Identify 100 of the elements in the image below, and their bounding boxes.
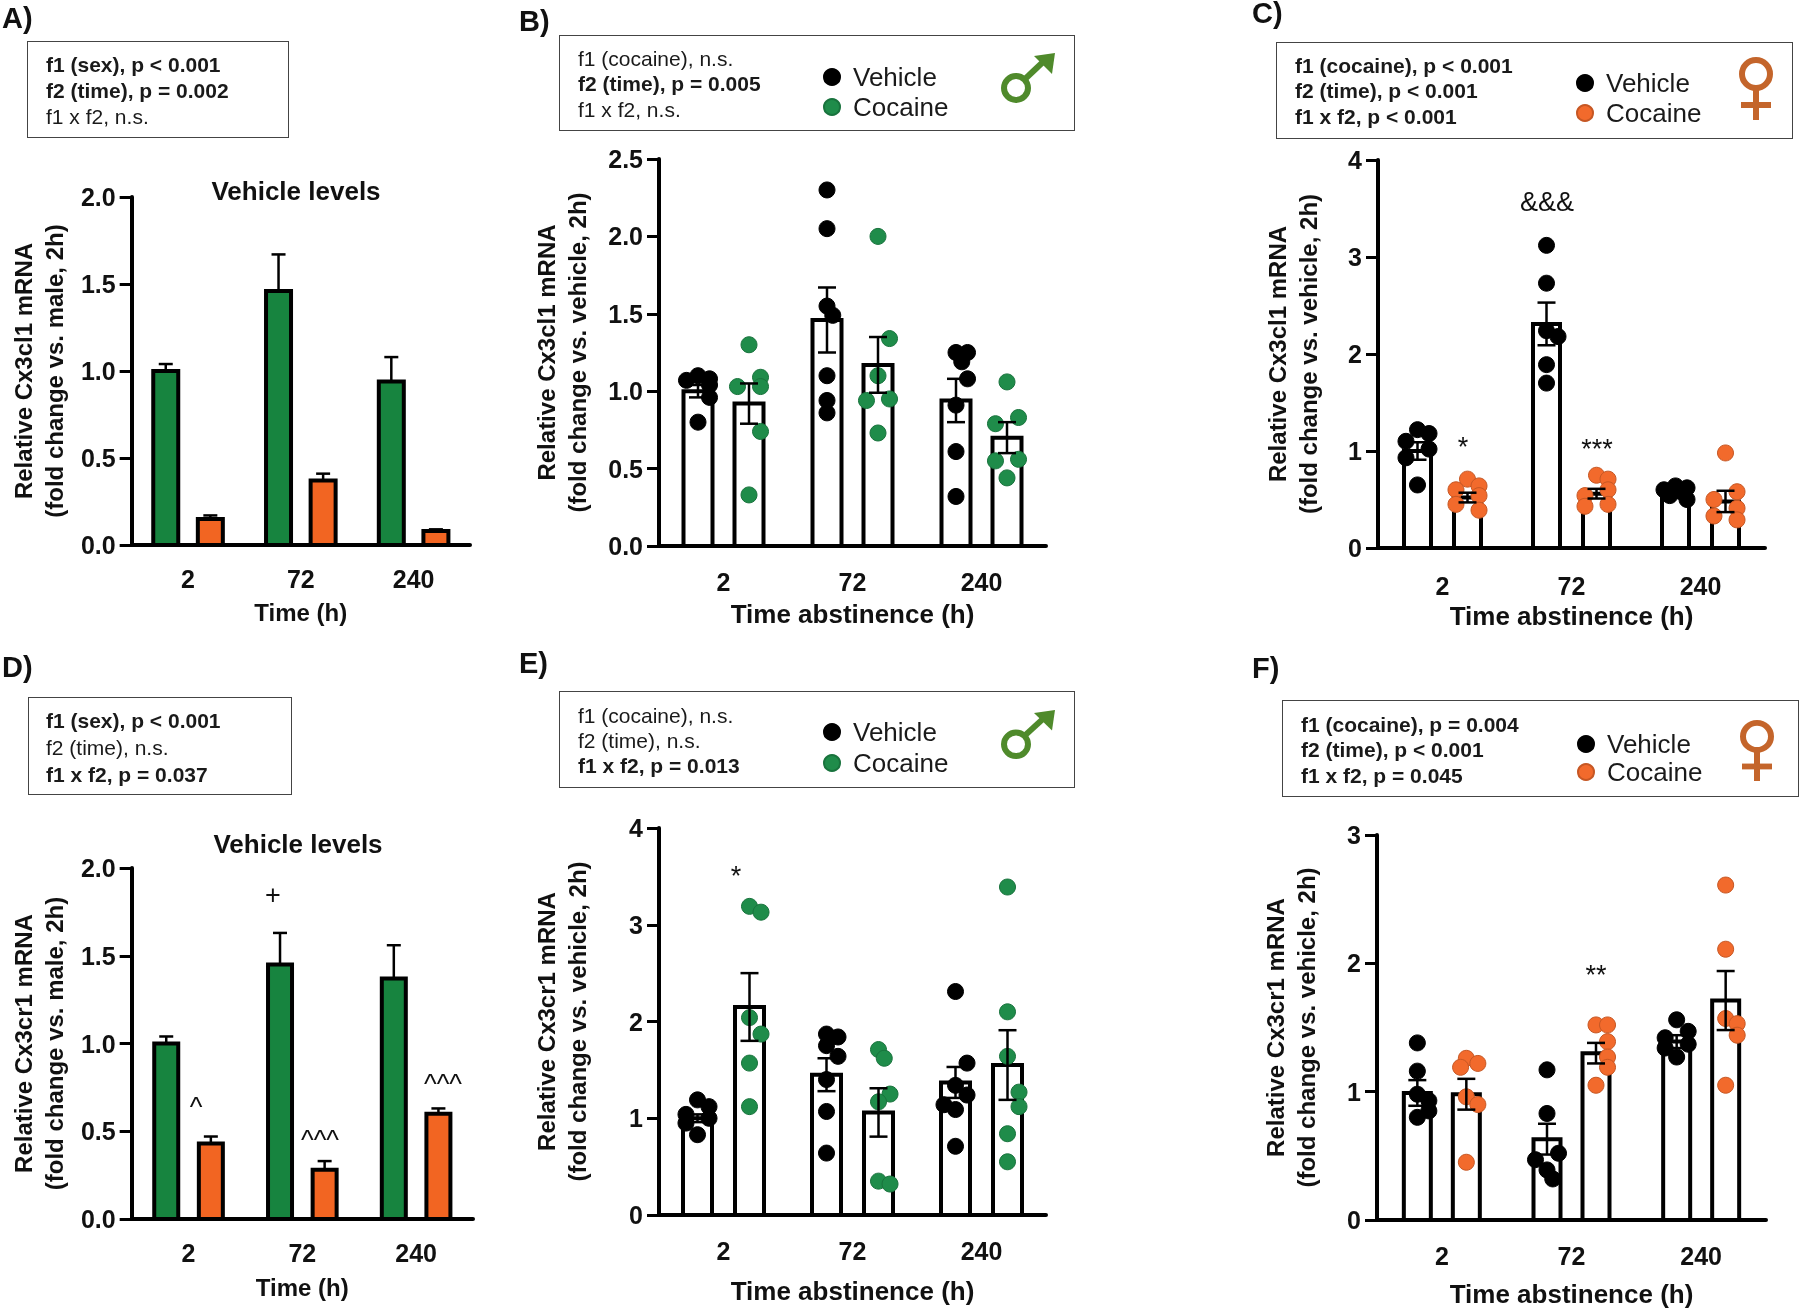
x-tick-label: 2 (716, 567, 731, 596)
annotation: ^^^ (423, 1069, 463, 1099)
x-tick-label: 2 (181, 1238, 196, 1267)
y-tick-label: 0.0 (608, 532, 643, 560)
text: D) (2, 651, 33, 683)
y-tick-label: 2.0 (80, 854, 116, 882)
x-tick-label: 72 (1557, 1241, 1586, 1270)
x-axis-title: Time abstinence (h) (730, 1276, 975, 1306)
text: f1 (sex), p < 0.001 (46, 708, 221, 732)
y-tick-label: 0.5 (80, 444, 116, 472)
text: f1 (cocaine), p = 0.004 (1301, 712, 1519, 736)
annotation: ** (1585, 960, 1607, 990)
x-tick-label: 2 (1434, 1241, 1449, 1270)
y-axis-title: Relative Cx3cl1 mRNA (fold change vs. male, 2h) (10, 224, 68, 518)
y-tick-label: 1.5 (80, 941, 116, 970)
x-tick-label: 72 (838, 567, 867, 596)
x-tick-label: 240 (395, 1238, 437, 1267)
text: f1 (cocaine), n.s. (578, 703, 734, 727)
y-tick-label: 4 (629, 814, 644, 842)
y-tick-label: 1.5 (608, 299, 644, 328)
y-axis-title: Relative Cx3cl1 mRNA (fold change vs. vehicle, 2h) (533, 192, 591, 513)
text: f1 x f2, p = 0.037 (46, 762, 208, 786)
text: F) (1252, 652, 1280, 684)
text: C) (1252, 0, 1283, 29)
x-tick-label: 72 (288, 1238, 317, 1267)
x-axis-title: Time abstinence (h) (1449, 601, 1694, 631)
legend-label: Cocaine (853, 92, 949, 122)
text: f1 x f2, n.s. (578, 97, 681, 121)
annotation: * (1457, 432, 1469, 462)
text: f1 x f2, p = 0.013 (578, 753, 740, 777)
x-axis-title: Time (h) (254, 598, 348, 626)
y-tick-label: 2 (1348, 340, 1362, 368)
x-tick-label: 240 (1680, 1241, 1723, 1270)
legend-label: Vehicle (853, 62, 937, 92)
y-tick-label: 1.0 (608, 377, 643, 406)
y-tick-label: 0.5 (608, 454, 644, 483)
y-tick-label: 4 (1348, 146, 1363, 174)
x-tick-label: 240 (1679, 571, 1722, 600)
y-tick-label: 2.0 (80, 183, 116, 211)
annotation: * (730, 861, 742, 891)
annotation: &&& (1519, 187, 1575, 217)
text: f2 (time), p = 0.002 (46, 78, 229, 102)
x-tick-label: 240 (960, 567, 1003, 596)
y-tick-label: 1 (1347, 1077, 1362, 1106)
y-tick-label: 2 (1347, 949, 1361, 978)
text: f1 (cocaine), n.s. (578, 46, 734, 70)
text: E) (519, 647, 548, 679)
y-tick-label: 0 (1348, 534, 1362, 562)
text: f1 (sex), p < 0.001 (46, 52, 221, 76)
y-tick-label: 1.5 (80, 270, 116, 298)
text: f2 (time), p = 0.005 (578, 72, 761, 95)
text: f2 (time), p < 0.001 (1295, 79, 1478, 102)
text: B) (519, 5, 550, 37)
annotation: *** (1581, 434, 1614, 464)
legend-label: Cocaine (853, 748, 949, 778)
annotation: ^^^ (300, 1125, 340, 1155)
legend-label: Vehicle (1606, 68, 1690, 98)
x-tick-label: 2 (716, 1236, 731, 1265)
y-axis-title: Relative Cx3cr1 mRNA (fold change vs. vehicle, 2h) (1262, 867, 1320, 1188)
y-tick-label: 2.0 (608, 222, 643, 251)
text: f2 (time), n.s. (46, 735, 169, 759)
y-tick-label: 2.5 (608, 145, 644, 173)
y-tick-label: 3 (629, 910, 643, 939)
y-axis-title: Relative Cx3cr1 mRNA (fold change vs. male, 2h) (10, 896, 68, 1191)
chart-title: Vehicle levels (213, 829, 383, 859)
text: f1 (cocaine), p < 0.001 (1295, 53, 1513, 77)
x-tick-label: 240 (960, 1236, 1003, 1265)
y-tick-label: 0 (629, 1201, 643, 1229)
x-tick-label: 2 (1435, 571, 1450, 600)
annotation: ^ (189, 1092, 203, 1122)
y-tick-label: 0.0 (80, 1205, 116, 1233)
legend-label: Vehicle (853, 717, 937, 747)
y-tick-label: 0 (1347, 1206, 1361, 1234)
x-tick-label: 2 (181, 564, 195, 593)
annotation: + (265, 880, 281, 910)
x-tick-label: 72 (1557, 571, 1586, 600)
y-tick-label: 1 (1348, 437, 1363, 465)
y-axis-title: Relative Cx3cr1 mRNA (fold change vs. vehicle, 2h) (533, 861, 591, 1182)
legend-label: Vehicle (1607, 729, 1691, 759)
y-tick-label: 1.0 (80, 1029, 116, 1058)
y-tick-label: 1 (629, 1104, 644, 1133)
legend-label: Cocaine (1607, 757, 1703, 787)
x-axis-title: Time abstinence (h) (1449, 1279, 1694, 1309)
y-tick-label: 0.5 (80, 1117, 116, 1146)
y-tick-label: 1.0 (80, 357, 116, 385)
y-tick-label: 2 (629, 1007, 643, 1036)
text: f2 (time), p < 0.001 (1301, 738, 1484, 761)
x-tick-label: 240 (392, 564, 435, 593)
x-tick-label: 72 (838, 1236, 867, 1265)
chart-title: Vehicle levels (211, 176, 381, 206)
text: f2 (time), n.s. (578, 728, 701, 752)
legend-label: Cocaine (1606, 98, 1702, 128)
y-axis-title: Relative Cx3cl1 mRNA (fold change vs. vehicle, 2h) (1264, 193, 1322, 515)
text: f1 x f2, p = 0.045 (1301, 763, 1463, 787)
y-tick-label: 0.0 (80, 531, 116, 559)
y-tick-label: 3 (1347, 821, 1361, 849)
x-tick-label: 72 (286, 564, 315, 593)
text: A) (2, 2, 33, 34)
text: f1 x f2, n.s. (46, 104, 149, 128)
text: f1 x f2, p < 0.001 (1295, 104, 1457, 128)
